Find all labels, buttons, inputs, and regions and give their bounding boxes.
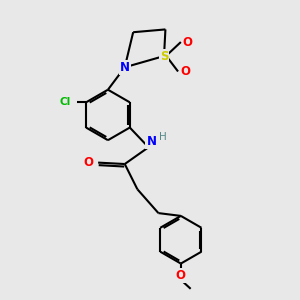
- Text: O: O: [183, 35, 193, 49]
- Text: S: S: [160, 50, 168, 63]
- Text: O: O: [180, 65, 190, 78]
- Text: N: N: [120, 61, 130, 74]
- Text: H: H: [159, 132, 167, 142]
- Text: O: O: [176, 269, 186, 282]
- Text: O: O: [84, 156, 94, 169]
- Text: N: N: [146, 135, 156, 148]
- Text: Cl: Cl: [59, 97, 71, 107]
